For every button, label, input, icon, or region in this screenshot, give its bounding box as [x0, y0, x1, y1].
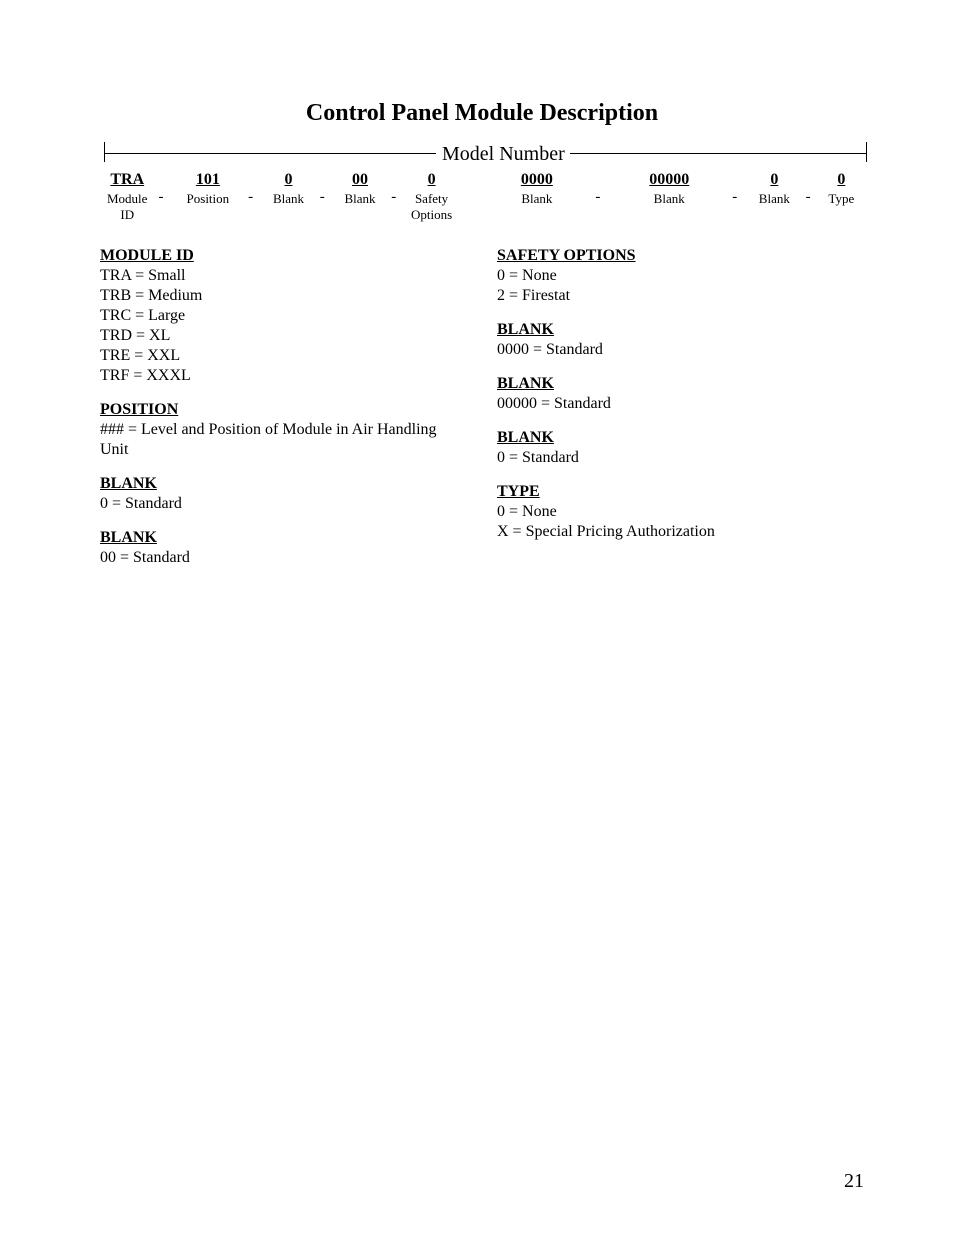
- model-field: 0 SafetyOptions: [404, 171, 458, 222]
- section-line: 00 = Standard: [100, 548, 467, 568]
- field-separator: -: [728, 189, 747, 206]
- model-field: 0 Blank: [747, 171, 801, 207]
- section: SAFETY OPTIONS0 = None2 = Firestat: [497, 246, 864, 306]
- field-label: Type: [819, 191, 864, 207]
- field-label: Blank: [747, 191, 801, 207]
- field-label: ModuleID: [100, 191, 154, 222]
- section: BLANK0 = Standard: [497, 428, 864, 468]
- page-number: 21: [844, 1170, 864, 1193]
- section-line: TRF = XXXL: [100, 366, 467, 386]
- field-value: 0: [819, 171, 864, 189]
- section-title: BLANK: [497, 374, 864, 394]
- section-title: BLANK: [100, 474, 467, 494]
- left-tick: [104, 142, 105, 162]
- model-field: 0 Type: [819, 171, 864, 207]
- field-value: 0000: [482, 171, 591, 189]
- model-field: 101 Position: [172, 171, 245, 207]
- section-line: TRB = Medium: [100, 286, 467, 306]
- section-title: BLANK: [100, 528, 467, 548]
- field-label: Position: [172, 191, 245, 207]
- section-title: BLANK: [497, 320, 864, 340]
- section-line: 0000 = Standard: [497, 340, 864, 360]
- left-column: MODULE IDTRA = SmallTRB = MediumTRC = La…: [100, 246, 467, 582]
- right-column: SAFETY OPTIONS0 = None2 = FirestatBLANK0…: [497, 246, 864, 582]
- section-line: 0 = None: [497, 266, 864, 286]
- field-label: Blank: [333, 191, 387, 207]
- left-hline: [104, 153, 440, 154]
- page-title: Control Panel Module Description: [100, 100, 864, 127]
- section: BLANK0 = Standard: [100, 474, 467, 514]
- model-field: 00000 Blank: [610, 171, 728, 207]
- section-line: 00000 = Standard: [497, 394, 864, 414]
- section-title: MODULE ID: [100, 246, 467, 266]
- field-label: Blank: [610, 191, 728, 207]
- section-line: 0 = Standard: [497, 448, 864, 468]
- section-line: ### = Level and Position of Module in Ai…: [100, 420, 467, 460]
- field-separator: -: [591, 189, 610, 206]
- model-field: TRA ModuleID: [100, 171, 154, 222]
- description-columns: MODULE IDTRA = SmallTRB = MediumTRC = La…: [100, 246, 864, 582]
- model-number-bar: Model Number: [100, 141, 864, 165]
- field-value: 00: [333, 171, 387, 189]
- field-separator: -: [316, 189, 333, 206]
- field-label: Blank: [261, 191, 315, 207]
- field-value: 0: [261, 171, 315, 189]
- section-line: X = Special Pricing Authorization: [497, 522, 864, 542]
- field-separator: -: [387, 189, 404, 206]
- section: BLANK00000 = Standard: [497, 374, 864, 414]
- field-separator: -: [802, 189, 819, 206]
- section: MODULE IDTRA = SmallTRB = MediumTRC = La…: [100, 246, 467, 386]
- field-label: SafetyOptions: [404, 191, 458, 222]
- section: POSITION### = Level and Position of Modu…: [100, 400, 467, 460]
- section: TYPE0 = NoneX = Special Pricing Authoriz…: [497, 482, 864, 542]
- section-line: 2 = Firestat: [497, 286, 864, 306]
- model-field: 0 Blank: [261, 171, 315, 207]
- section-line: TRA = Small: [100, 266, 467, 286]
- model-fields-row: TRAModuleID-101Position-0Blank-00Blank-0…: [100, 171, 864, 222]
- right-tick: [866, 142, 867, 162]
- section-title: BLANK: [497, 428, 864, 448]
- field-value: TRA: [100, 171, 154, 189]
- section: BLANK0000 = Standard: [497, 320, 864, 360]
- field-value: 101: [172, 171, 245, 189]
- section-line: 0 = None: [497, 502, 864, 522]
- field-value: 0: [747, 171, 801, 189]
- model-field: 00 Blank: [333, 171, 387, 207]
- field-separator: -: [244, 189, 261, 206]
- model-number-label: Model Number: [436, 143, 571, 166]
- section-line: TRE = XXL: [100, 346, 467, 366]
- section-title: TYPE: [497, 482, 864, 502]
- section-line: TRC = Large: [100, 306, 467, 326]
- field-value: 00000: [610, 171, 728, 189]
- section-line: TRD = XL: [100, 326, 467, 346]
- section-title: SAFETY OPTIONS: [497, 246, 864, 266]
- page: Control Panel Module Description Model N…: [0, 0, 954, 1235]
- field-value: 0: [404, 171, 458, 189]
- section-title: POSITION: [100, 400, 467, 420]
- section: BLANK00 = Standard: [100, 528, 467, 568]
- field-separator: -: [154, 189, 171, 206]
- field-label: Blank: [482, 191, 591, 207]
- section-line: 0 = Standard: [100, 494, 467, 514]
- right-hline: [570, 153, 866, 154]
- model-field: 0000 Blank: [482, 171, 591, 207]
